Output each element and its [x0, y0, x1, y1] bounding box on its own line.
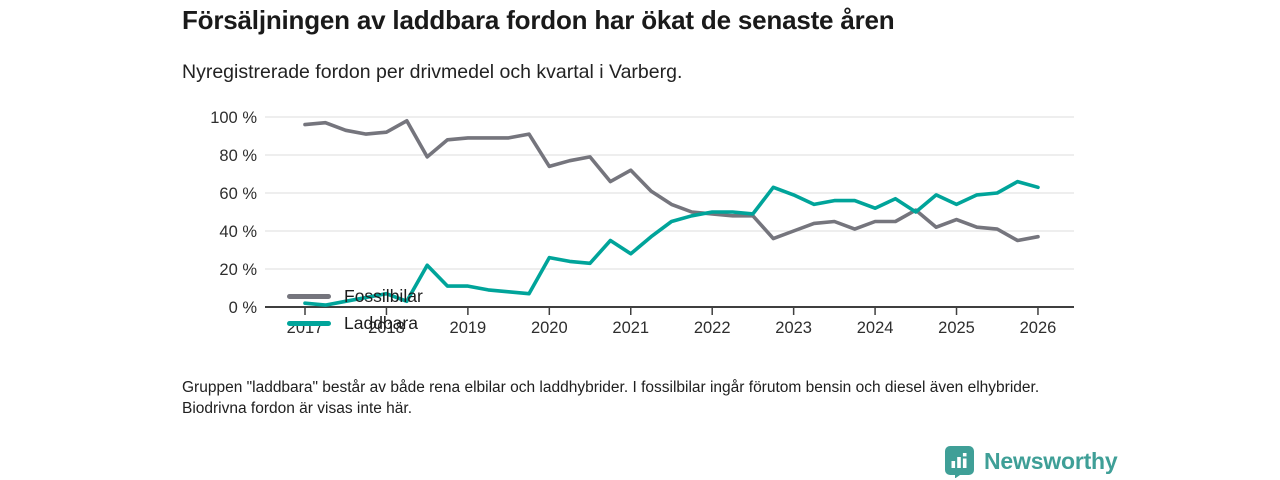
y-axis-tick-label: 40 %: [219, 223, 257, 241]
footnote: Gruppen "laddbara" består av både rena e…: [182, 379, 1040, 417]
chart-legend: Fossilbilar Laddbara: [287, 286, 423, 333]
x-axis-tick-label: 2018: [368, 319, 405, 337]
chart-subtitle: Nyregistrerade fordon per drivmedel och …: [182, 61, 683, 83]
x-axis-tick-label: 2022: [694, 319, 731, 337]
y-axis-tick-label: 80 %: [219, 147, 257, 165]
x-axis-tick-label: 2025: [938, 319, 975, 337]
x-axis-tick-label: 2024: [857, 319, 894, 337]
legend-swatch: [287, 293, 331, 299]
legend-swatch: [287, 320, 331, 326]
newsworthy-logo: Newsworthy: [944, 445, 1118, 478]
x-axis-tick-label: 2021: [612, 319, 649, 337]
legend-item-laddbara: Laddbara: [287, 313, 423, 333]
legend-label: Fossilbilar: [344, 285, 423, 306]
y-axis-tick-label: 0 %: [229, 299, 258, 317]
x-axis-tick-label: 2020: [531, 319, 568, 337]
y-axis-tick-label: 60 %: [219, 185, 257, 203]
newsworthy-wordmark: Newsworthy: [984, 448, 1118, 474]
y-axis-tick-label: 20 %: [219, 261, 257, 279]
legend-item-fossilbilar: Fossilbilar: [287, 286, 423, 306]
line-chart-canvas: 0 %20 %40 %60 %80 %100 %2017 2018 2019 2020…: [210, 109, 1074, 337]
line-chart: 0 % 20 % 40 % 60 % 80 % 100 % 2017 2018 2019 2020…: [0, 100, 1280, 345]
x-axis-tick-label: 2019: [450, 319, 487, 337]
legend-label: Laddbara: [344, 312, 418, 333]
series-line-laddbara: [303, 179, 1040, 307]
y-axis-tick-label: 100 %: [210, 109, 257, 127]
x-axis-tick-label: 2023: [775, 319, 812, 337]
x-axis-tick-label: 2026: [1020, 319, 1057, 337]
bar-chart-pin-icon: [945, 446, 974, 478]
chart-title: Försäljningen av laddbara fordon har öka…: [182, 5, 895, 35]
